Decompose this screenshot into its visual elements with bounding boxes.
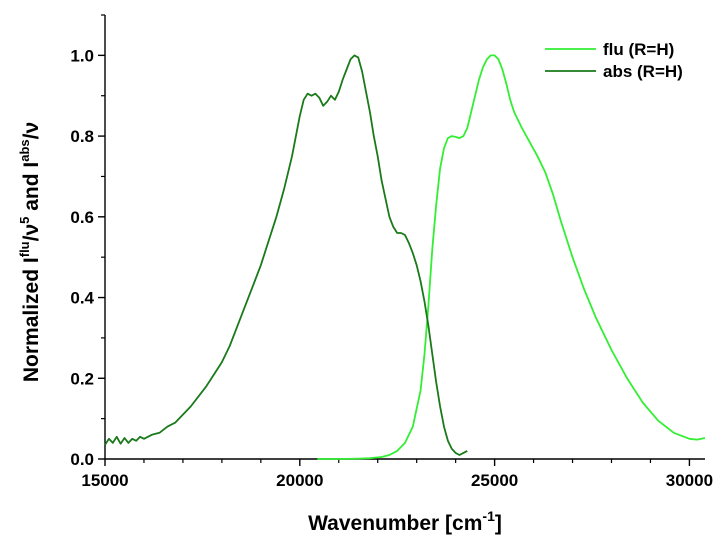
y-axis-title: Normalized Iflu/ν5 and Iabs/ν	[17, 122, 43, 382]
y-tick-label: 0.8	[70, 127, 94, 146]
series-line-abs	[104, 54, 468, 456]
legend: flu (R=H) abs (R=H)	[545, 40, 683, 81]
y-tick-label: 0.0	[70, 450, 94, 469]
x-tick-label: 25000	[471, 471, 518, 490]
x-tick-labels: 15000 20000 25000 30000	[81, 471, 713, 490]
legend-label: abs (R=H)	[603, 62, 683, 81]
x-tick-label: 30000	[666, 471, 713, 490]
x-tick-label: 20000	[276, 471, 323, 490]
x-axis-title: Wavenumber [cm-1]	[308, 508, 502, 535]
series-line-flu	[317, 54, 706, 460]
y-tick-label: 1.0	[70, 46, 94, 65]
legend-label: flu (R=H)	[603, 40, 674, 59]
y-tick-labels: 0.0 0.2 0.4 0.6 0.8 1.0	[70, 46, 94, 469]
x-tick-label: 15000	[81, 471, 128, 490]
axis-ticks	[98, 14, 691, 466]
y-tick-label: 0.2	[70, 369, 94, 388]
plot-frame	[104, 15, 705, 460]
y-tick-label: 0.4	[70, 289, 94, 308]
y-tick-label: 0.6	[70, 208, 94, 227]
series-layer	[104, 54, 706, 460]
